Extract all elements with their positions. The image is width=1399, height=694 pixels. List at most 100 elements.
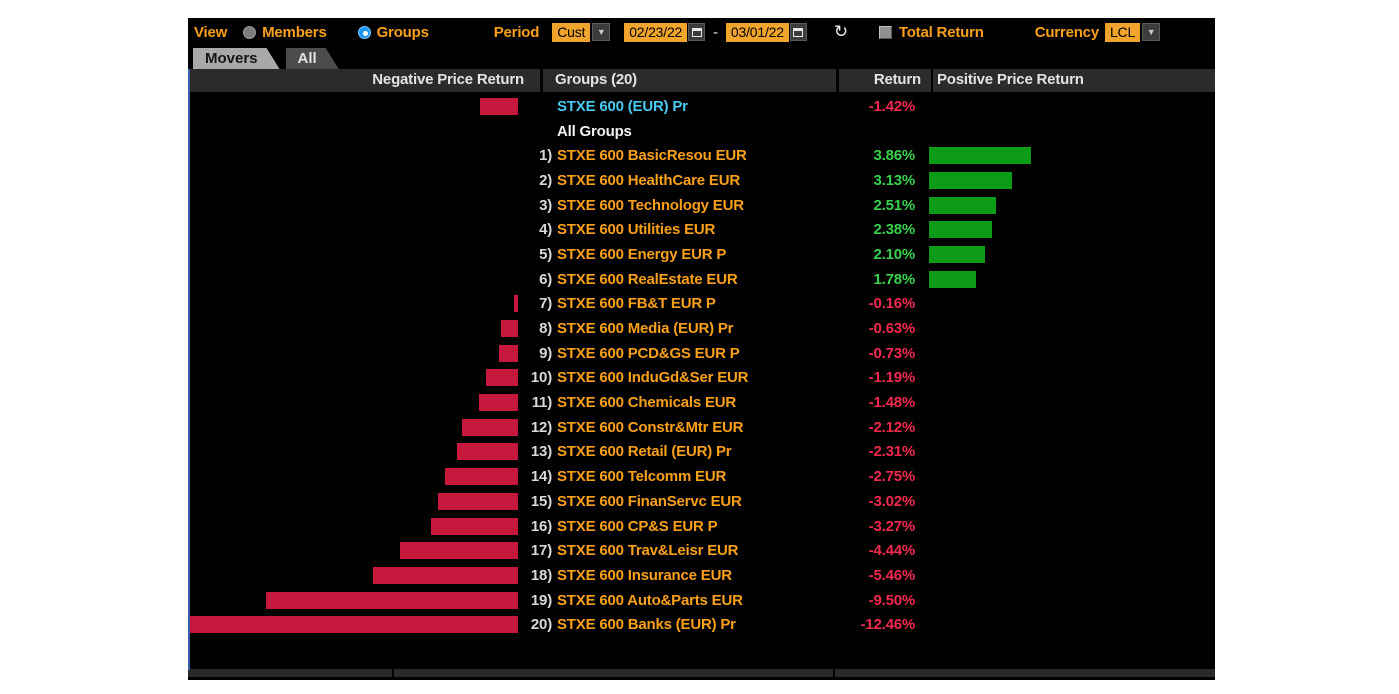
table-row[interactable]: 13) STXE 600 Retail (EUR) Pr -2.31% (188, 440, 1215, 465)
table-row[interactable]: 20) STXE 600 Banks (EUR) Pr -12.46% (188, 612, 1215, 637)
group-label: STXE 600 CP&S EUR P (557, 517, 718, 535)
refresh-icon[interactable]: ↻ (833, 22, 848, 41)
groups-label[interactable]: Groups (376, 23, 429, 41)
table-row[interactable]: 16) STXE 600 CP&S EUR P -3.27% (188, 514, 1215, 539)
period-dropdown-arrow-icon[interactable]: ▼ (592, 23, 611, 41)
currency-dropdown-arrow-icon[interactable]: ▼ (1142, 23, 1161, 41)
return-value: -0.63% (868, 320, 916, 338)
table-row[interactable]: 7) STXE 600 FB&T EUR P -0.16% (188, 292, 1215, 317)
table-row[interactable]: 6) STXE 600 RealEstate EUR 1.78% (188, 267, 1215, 292)
negative-bar (480, 97, 518, 115)
view-label: View (194, 23, 228, 41)
table-row[interactable]: 5) STXE 600 Energy EUR P 2.10% (188, 242, 1215, 267)
group-label: STXE 600 Telcomm EUR (557, 468, 727, 486)
column-headers: Negative Price Return Groups (20) Return… (188, 69, 1215, 92)
table-row[interactable]: 19) STXE 600 Auto&Parts EUR -9.50% (188, 588, 1215, 613)
currency-label: Currency (1034, 23, 1099, 41)
group-label: All Groups (557, 122, 632, 140)
return-value: 2.10% (873, 245, 915, 263)
date-range-separator: - (713, 23, 718, 41)
header-positive-price-return[interactable]: Positive Price Return (933, 69, 1215, 92)
group-label: STXE 600 BasicResou EUR (557, 147, 747, 165)
group-label: STXE 600 Utilities EUR (557, 221, 716, 239)
positive-bar (929, 245, 985, 263)
group-label: STXE 600 PCD&GS EUR P (557, 344, 740, 362)
currency-select[interactable]: LCL (1104, 22, 1141, 42)
date-to-calendar-icon[interactable] (789, 23, 807, 41)
return-value: -5.46% (868, 566, 916, 584)
row-number: 8) (539, 320, 552, 338)
group-label: STXE 600 (EUR) Pr (557, 97, 688, 115)
group-label: STXE 600 Insurance EUR (557, 566, 732, 584)
table-row[interactable]: 2) STXE 600 HealthCare EUR 3.13% (188, 168, 1215, 193)
row-number: 12) (530, 418, 552, 436)
table-row[interactable]: 12) STXE 600 Constr&Mtr EUR -2.12% (188, 415, 1215, 440)
header-return[interactable]: Return (839, 69, 931, 92)
return-value: -1.42% (868, 97, 916, 115)
row-number: 16) (530, 517, 552, 535)
return-value: -2.12% (868, 418, 916, 436)
return-value: 3.86% (873, 147, 915, 165)
negative-bar (266, 591, 518, 609)
positive-bar (929, 270, 976, 288)
negative-bar (486, 369, 518, 387)
return-value: -4.44% (868, 542, 916, 560)
group-label: STXE 600 Auto&Parts EUR (557, 591, 743, 609)
tab-all[interactable]: All (286, 48, 339, 69)
row-number: 18) (530, 566, 552, 584)
positive-bar (929, 147, 1031, 165)
negative-bar (514, 295, 518, 313)
positive-bar (929, 221, 992, 239)
groups-radio[interactable] (357, 25, 371, 39)
positive-bar (929, 196, 996, 214)
table-row[interactable]: 8) STXE 600 Media (EUR) Pr -0.63% (188, 316, 1215, 341)
total-return-label[interactable]: Total Return (898, 23, 984, 41)
table-row[interactable]: 3) STXE 600 Technology EUR 2.51% (188, 193, 1215, 218)
date-to-input[interactable]: 03/01/22 (725, 22, 789, 42)
return-value: -3.02% (868, 492, 916, 510)
row-number: 10) (530, 369, 552, 387)
table-row[interactable]: 4) STXE 600 Utilities EUR 2.38% (188, 217, 1215, 242)
total-return-checkbox[interactable] (878, 25, 892, 39)
return-value: 2.51% (873, 196, 915, 214)
row-number: 5) (539, 245, 552, 263)
row-number: 9) (539, 344, 552, 362)
tab-movers[interactable]: Movers (193, 48, 280, 69)
row-number: 13) (530, 443, 552, 461)
table-row[interactable]: 1) STXE 600 BasicResou EUR 3.86% (188, 143, 1215, 168)
table-row[interactable]: STXE 600 (EUR) Pr -1.42% (188, 94, 1215, 119)
group-label: STXE 600 RealEstate EUR (557, 270, 738, 288)
group-label: STXE 600 FinanServc EUR (557, 492, 742, 510)
table-row[interactable]: 15) STXE 600 FinanServc EUR -3.02% (188, 489, 1215, 514)
group-label: STXE 600 Trav&Leisr EUR (557, 542, 739, 560)
negative-bar (501, 320, 518, 338)
group-label: STXE 600 FB&T EUR P (557, 295, 716, 313)
return-value: -0.73% (868, 344, 916, 362)
row-number: 7) (539, 295, 552, 313)
period-select[interactable]: Cust (552, 22, 591, 42)
panel-edge-segment (835, 669, 1215, 677)
table-row[interactable]: 17) STXE 600 Trav&Leisr EUR -4.44% (188, 538, 1215, 563)
table-row[interactable]: 11) STXE 600 Chemicals EUR -1.48% (188, 390, 1215, 415)
row-number: 20) (530, 616, 552, 634)
negative-bar (431, 517, 518, 535)
negative-bar (479, 394, 518, 412)
table-row[interactable]: 10) STXE 600 InduGd&Ser EUR -1.19% (188, 366, 1215, 391)
members-label[interactable]: Members (262, 23, 327, 41)
return-value: -3.27% (868, 517, 916, 535)
date-from-calendar-icon[interactable] (688, 23, 706, 41)
table-row[interactable]: 9) STXE 600 PCD&GS EUR P -0.73% (188, 341, 1215, 366)
date-from-input[interactable]: 02/23/22 (624, 22, 688, 42)
negative-bar (373, 566, 518, 584)
negative-bar (462, 418, 518, 436)
row-number: 15) (530, 492, 552, 510)
header-groups[interactable]: Groups (20) (543, 69, 836, 92)
table-row[interactable]: 18) STXE 600 Insurance EUR -5.46% (188, 563, 1215, 588)
members-radio[interactable] (243, 25, 257, 39)
return-value: -1.48% (868, 394, 916, 412)
table-row[interactable]: All Groups (188, 119, 1215, 144)
table-row[interactable]: 14) STXE 600 Telcomm EUR -2.75% (188, 464, 1215, 489)
return-value: -0.16% (868, 295, 916, 313)
negative-bar (445, 468, 518, 486)
header-negative-price-return[interactable]: Negative Price Return (188, 69, 540, 92)
